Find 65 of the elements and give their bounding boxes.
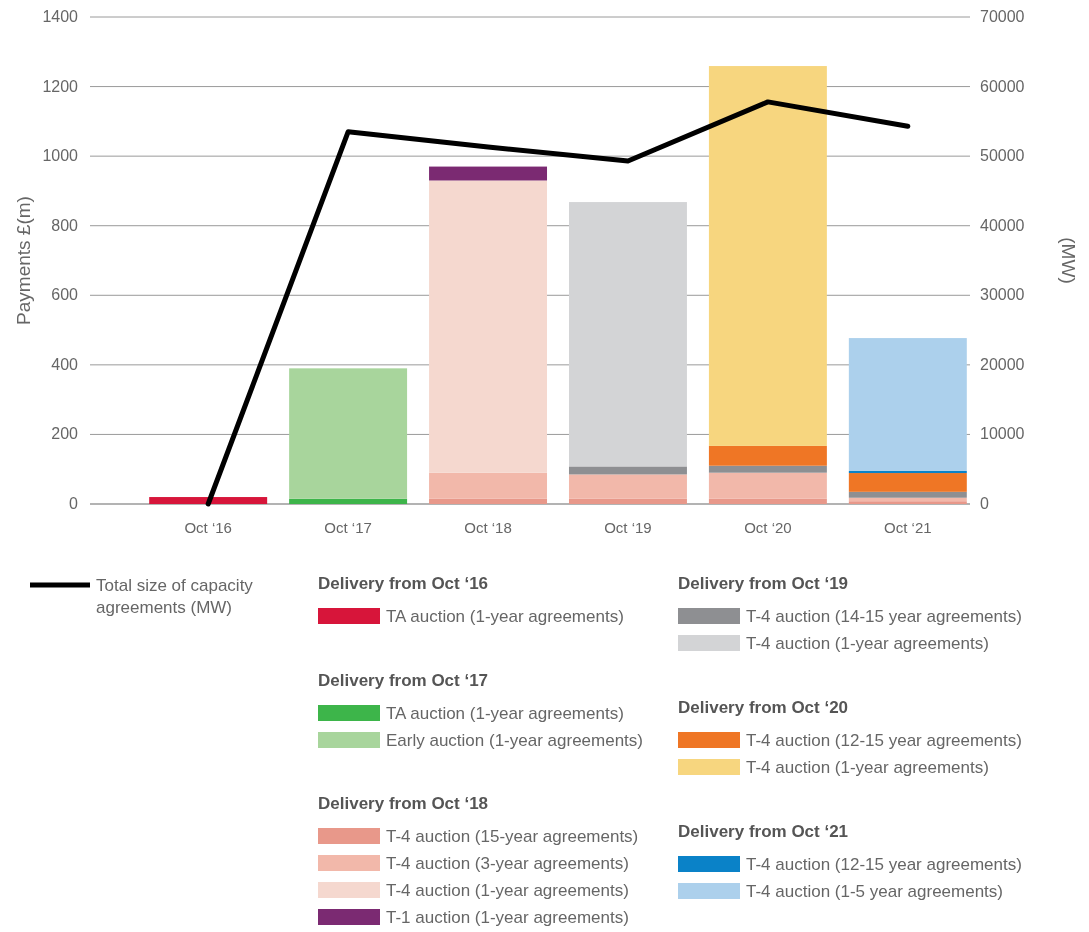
bar [289, 368, 408, 499]
bar [568, 202, 687, 467]
y-axis-title: Payments £(m) [13, 196, 34, 325]
x-tick-label: Oct ‘19 [604, 519, 652, 536]
bar [429, 498, 548, 504]
bar [568, 498, 687, 504]
x-tick-label: Oct ‘18 [464, 519, 512, 536]
y2-tick-label: 10000 [980, 425, 1025, 443]
y-tick-label: 1000 [42, 147, 79, 165]
text: Delivery from Oct ‘20 [678, 698, 849, 717]
bar [568, 474, 687, 499]
legend-label: T-4 auction (1-year agreements) [746, 758, 989, 777]
y2-tick-label: 60000 [980, 77, 1025, 95]
x-tick-label: Oct ‘16 [184, 519, 232, 536]
y-tick-label: 200 [51, 425, 79, 443]
text: Delivery from Oct ‘18 [318, 794, 489, 813]
legend-label: T-4 auction (15-year agreements) [386, 827, 639, 846]
legend-label: T-4 auction (12-15 year agreements) [746, 855, 1022, 874]
bar [568, 466, 687, 475]
text: Delivery from Oct ‘17 [318, 671, 489, 690]
y-tick-label: 1400 [42, 8, 79, 25]
y2-tick-label: 40000 [980, 216, 1025, 234]
legend-label: T-4 auction (14-15 year agreements) [746, 607, 1022, 626]
legend-label: T-4 auction (1-5 year agreements) [746, 882, 1004, 901]
bar [708, 472, 827, 499]
y-tick-label: 0 [69, 495, 79, 512]
bar [708, 498, 827, 504]
bar [708, 66, 827, 446]
bar [429, 472, 548, 499]
y2-tick-label: 20000 [980, 355, 1025, 373]
bar [848, 473, 967, 492]
y2-tick-label: 50000 [980, 147, 1025, 165]
bar [429, 166, 548, 181]
x-tick-label: Oct ‘20 [744, 519, 792, 536]
y2-axis-title: (MW) [1058, 237, 1079, 284]
y-tick-label: 600 [51, 286, 79, 304]
legend-label: Early auction (1-year agreements) [386, 731, 644, 750]
y-tick-label: 800 [51, 216, 79, 234]
bar [289, 498, 408, 504]
bar [149, 497, 268, 504]
y-tick-label: 1200 [42, 77, 79, 95]
y2-tick-label: 30000 [980, 286, 1025, 304]
legend-label: T-4 auction (12-15 year agreements) [746, 731, 1022, 750]
legend-label: T-4 auction (3-year agreements) [386, 854, 629, 873]
bar [708, 445, 827, 466]
legend-label: T-4 auction (1-year agreements) [386, 881, 629, 900]
text: Delivery from Oct ‘21 [678, 822, 849, 841]
legend-label: T-1 auction (1-year agreements) [386, 908, 629, 927]
legend-label: TA auction (1-year agreements) [386, 607, 624, 626]
bar [848, 501, 967, 504]
bar [848, 470, 967, 474]
legend-label: TA auction (1-year agreements) [386, 704, 624, 723]
bar [429, 180, 548, 473]
x-tick-label: Oct ‘21 [884, 519, 932, 536]
text: Delivery from Oct ‘19 [678, 574, 849, 593]
y-tick-label: 400 [51, 355, 79, 373]
text: Delivery from Oct ‘16 [318, 574, 489, 593]
x-tick-label: Oct ‘17 [324, 519, 372, 536]
y2-tick-label: 70000 [980, 8, 1025, 25]
legend-label: Total size of capacity agreements (MW) [96, 576, 254, 617]
bar [848, 491, 967, 498]
legend-label: T-4 auction (1-year agreements) [746, 634, 989, 653]
bar [708, 465, 827, 473]
bar [848, 338, 967, 471]
y2-tick-label: 0 [980, 495, 989, 512]
